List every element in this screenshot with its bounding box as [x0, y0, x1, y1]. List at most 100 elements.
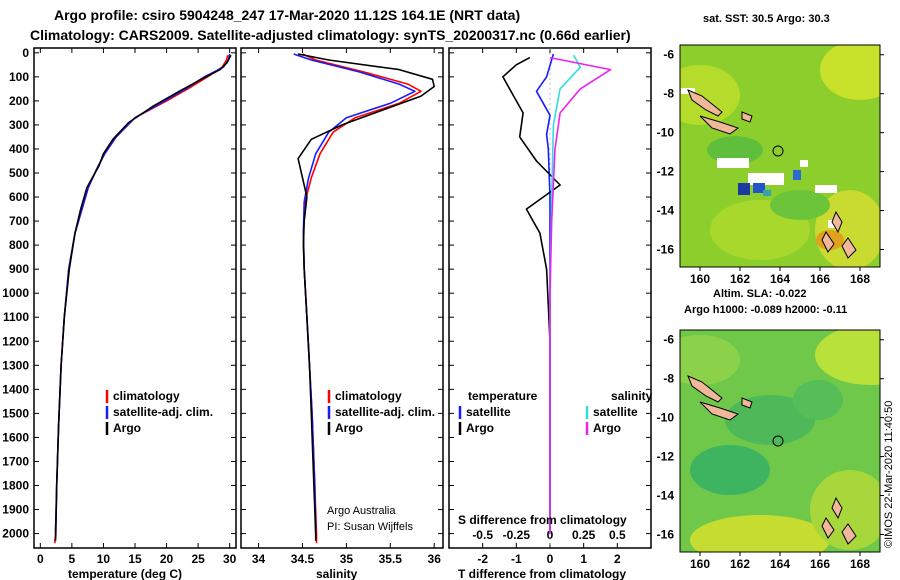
map-h1000-title: Argo h1000: -0.089 h2000: -0.11 [684, 304, 847, 316]
temperature-panel: 0 5 10 15 20 25 30 [34, 48, 237, 566]
series-line-satellite-adj-clim- [293, 53, 416, 534]
depth-tick-label: 500 [9, 166, 29, 180]
chart-title-line2: Climatology: CARS2009. Satellite-adjuste… [30, 27, 631, 43]
x-tick-label: 30 [223, 552, 237, 566]
lat-tick-label: -16 [657, 527, 675, 541]
depth-tick-label: 1900 [2, 503, 29, 517]
depth-axis: 0 100 200 300 400 500 600 700 800 900 1000 1100 1200… [2, 46, 29, 541]
x-tick-label: 20 [160, 552, 174, 566]
credit-pi: PI: Susan Wijffels [327, 521, 413, 533]
imos-credit: ©IMOS 22-Mar-2020 11:40:50 [883, 400, 895, 548]
s-diff-tick-label: -0.5 [472, 528, 493, 542]
x-tick-label: 10 [97, 552, 111, 566]
legend-t-satellite: satellite [466, 405, 511, 419]
credit-argo-australia: Argo Australia [327, 505, 396, 517]
depth-tick-label: 1700 [2, 454, 29, 468]
series-line-argo [54, 54, 232, 541]
legend-s-argo: Argo [593, 421, 621, 435]
argo-float-marker [772, 435, 784, 447]
depth-tick-label: 900 [9, 262, 29, 276]
x-tick-label: 36 [428, 552, 442, 566]
x-tick-label: 0 [547, 552, 554, 566]
depth-tick-label: 1100 [3, 310, 29, 324]
salinity-axis-label: salinity [316, 567, 358, 580]
depth-tick-label: 1200 [2, 334, 29, 348]
lon-tick-label: 166 [810, 272, 830, 286]
temperature-legend: climatology satellite-adj. clim. Argo [105, 389, 213, 435]
temperature-axis-label: temperature (deg C) [68, 567, 182, 580]
legend-climatology: climatology [335, 389, 402, 403]
map-altim-title: Altim. SLA: -0.022 [713, 288, 807, 300]
difference-legend: temperature salinity satellite Argo sate… [458, 389, 653, 435]
lon-tick-label: 164 [770, 557, 790, 571]
x-tick-label: 34.5 [291, 552, 315, 566]
legend-t-argo: Argo [466, 421, 494, 435]
lat-tick-label: -14 [657, 204, 675, 218]
legend-s-satellite: satellite [593, 405, 638, 419]
lon-tick-label: 166 [810, 557, 830, 571]
depth-tick-label: 2000 [2, 527, 29, 541]
lon-tick-label: 168 [850, 557, 870, 571]
lat-tick-label: -6 [663, 333, 674, 347]
depth-tick-label: 200 [9, 94, 29, 108]
difference-panel: -2 -1 0 1 2-0.5 -0.25 0 0.25 0.5 [449, 48, 651, 566]
sla-map [680, 330, 880, 552]
series-line-s-argo [549, 56, 612, 534]
x-tick-label: 2 [614, 552, 621, 566]
legend-argo: Argo [113, 421, 141, 435]
series-line-climatology [54, 54, 229, 544]
lat-tick-label: -12 [657, 165, 675, 179]
map-sst-title: sat. SST: 30.5 Argo: 30.3 [703, 13, 830, 25]
lon-tick-label: 162 [730, 272, 750, 286]
series-line-climatology [302, 53, 422, 544]
argo-float-marker [772, 145, 784, 157]
legend-climatology: climatology [113, 389, 180, 403]
temperature-panel-frame [33, 47, 237, 549]
x-tick-label: 34 [252, 552, 266, 566]
chart-title-line1: Argo profile: csiro 5904248_247 17-Mar-2… [54, 7, 521, 23]
t-difference-axis-label: T difference from climatology [458, 567, 626, 580]
depth-tick-label: 1800 [2, 479, 29, 493]
lat-tick-label: -6 [663, 48, 674, 62]
lon-tick-label: 160 [690, 557, 710, 571]
s-diff-tick-label: 0.5 [609, 528, 626, 542]
depth-tick-label: 400 [9, 142, 29, 156]
s-difference-axis-label: S difference from climatology [458, 513, 627, 527]
legend-satellite-adj: satellite-adj. clim. [113, 405, 213, 419]
lat-tick-label: -10 [657, 411, 675, 425]
legend-argo: Argo [335, 421, 363, 435]
depth-tick-label: 100 [9, 70, 29, 84]
s-diff-tick-label: -0.25 [503, 528, 531, 542]
s-diff-tick-label: 0.25 [572, 528, 596, 542]
depth-tick-label: 1500 [2, 406, 29, 420]
salinity-panel-frame [240, 47, 444, 549]
salinity-legend: climatology satellite-adj. clim. Argo Ar… [327, 389, 435, 533]
legend-title-temperature: temperature [468, 389, 538, 403]
lon-tick-label: 160 [690, 272, 710, 286]
series-line-t-argo [502, 56, 561, 534]
depth-tick-label: 1000 [2, 286, 29, 300]
x-tick-label: 0 [37, 552, 44, 566]
depth-tick-label: 300 [9, 118, 29, 132]
series-line-satellite-adj-clim- [54, 53, 231, 534]
lat-tick-label: -8 [663, 372, 674, 386]
legend-satellite-adj: satellite-adj. clim. [335, 405, 435, 419]
x-tick-label: -1 [511, 552, 522, 566]
x-tick-label: 25 [191, 552, 205, 566]
x-tick-label: 5 [69, 552, 76, 566]
x-tick-label: -2 [477, 552, 488, 566]
salinity-panel: 34 34.5 35 35.5 36 [241, 48, 443, 566]
depth-tick-label: 0 [22, 46, 29, 60]
x-tick-label: 1 [580, 552, 587, 566]
legend-title-salinity: salinity [611, 389, 653, 403]
lat-tick-label: -8 [663, 87, 674, 101]
depth-tick-label: 600 [9, 190, 29, 204]
lon-tick-label: 162 [730, 557, 750, 571]
sst-map [680, 45, 880, 267]
lat-tick-label: -14 [657, 489, 675, 503]
sst-map-axes: -6 -8 -10 -12 -14 -16 160 162 164 166 168 [657, 48, 884, 286]
x-tick-label: 15 [128, 552, 142, 566]
x-tick-label: 35.5 [379, 552, 403, 566]
lat-tick-label: -16 [657, 242, 675, 256]
